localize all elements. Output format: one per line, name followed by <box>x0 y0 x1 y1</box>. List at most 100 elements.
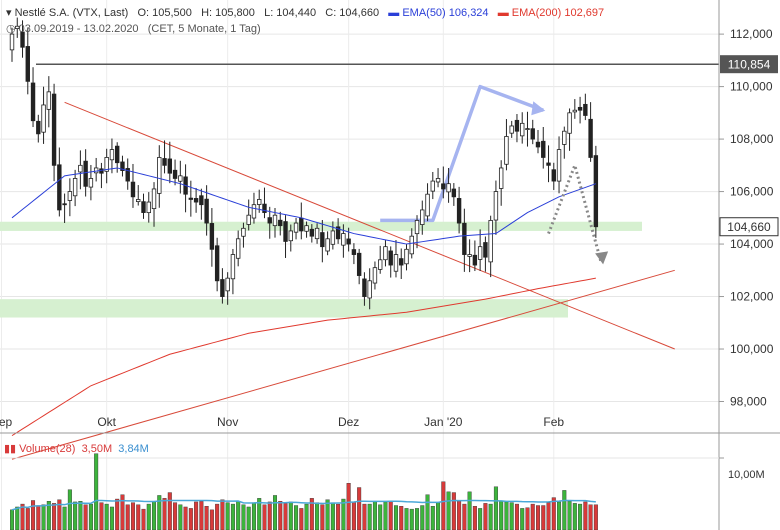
x-tick-label: Feb <box>543 415 564 429</box>
volume-bar <box>125 504 130 530</box>
candle-body <box>172 169 178 179</box>
candle-body <box>83 160 88 187</box>
candle-body <box>335 226 341 240</box>
y-tick-label: 102,000 <box>730 290 774 304</box>
candle-body <box>251 204 257 219</box>
y-tick-label: 112,000 <box>730 27 773 41</box>
volume-bar <box>152 501 157 530</box>
candle-body <box>25 46 30 82</box>
volume-bar <box>67 489 72 530</box>
volume-bar <box>593 504 598 530</box>
ema200-legend-swatch: ▬ <box>497 7 509 19</box>
candle-body <box>246 214 251 225</box>
candle-body <box>330 230 336 245</box>
candle-body <box>15 25 20 29</box>
volume-bar <box>204 506 209 530</box>
candle-body <box>309 228 315 237</box>
volume-bar <box>294 505 299 530</box>
high-value: H: 105,800 <box>201 7 255 19</box>
volume-bar <box>514 503 519 530</box>
candle-body <box>404 248 409 265</box>
volume-value-1: 3,50M <box>81 443 113 455</box>
volume-axis-tick: 10,00M <box>728 469 765 481</box>
volume-bar <box>488 503 493 530</box>
volume-bar <box>504 501 509 530</box>
candle-body <box>351 249 357 255</box>
candle-body <box>104 157 109 172</box>
volume-bar <box>388 501 393 530</box>
collapse-icon[interactable]: ▾ <box>6 7 12 19</box>
volume-bar <box>588 504 593 530</box>
candle-body <box>430 180 435 192</box>
candle-body <box>477 246 483 260</box>
candle-body <box>78 164 83 173</box>
candle-body <box>362 278 367 297</box>
candle-body <box>383 246 388 261</box>
candle-body <box>493 191 499 221</box>
volume-bar <box>462 503 467 530</box>
candle-body <box>346 238 351 245</box>
candle-body <box>136 199 141 202</box>
instrument-title: Nestlé S.A. (VTX, Last) <box>14 7 129 19</box>
candle-body <box>435 178 441 183</box>
volume-bar <box>9 509 14 530</box>
support-zone-lower <box>0 299 568 318</box>
volume-bar <box>267 501 272 530</box>
candle-body <box>209 223 215 250</box>
volume-bar <box>330 502 335 530</box>
volume-bar <box>57 499 62 530</box>
volume-bar <box>562 490 567 530</box>
candle-body <box>467 254 472 257</box>
volume-bar <box>15 506 20 530</box>
candle-body <box>530 128 535 140</box>
candle-body <box>193 198 199 203</box>
volume-bar <box>478 508 483 530</box>
candle-body <box>399 258 404 266</box>
candle-body <box>451 188 457 198</box>
candle-body <box>583 103 588 116</box>
volume-bar <box>525 507 530 530</box>
volume-bar <box>278 501 283 530</box>
moving-averages <box>11 167 597 437</box>
volume-bar <box>336 503 341 530</box>
candle-body <box>288 230 293 242</box>
candle-body <box>214 245 220 282</box>
volume-bar <box>572 503 577 530</box>
candle-body <box>572 109 578 113</box>
volume-bar <box>251 502 256 530</box>
y-tick-label: 104,000 <box>730 237 774 251</box>
volume-bar <box>173 502 178 530</box>
volume-bar <box>99 502 104 530</box>
annotations <box>547 160 609 265</box>
candle-body <box>541 140 546 158</box>
volume-bar <box>262 504 267 530</box>
close-value: C: 104,660 <box>325 7 380 19</box>
last-price-tag <box>719 217 779 237</box>
candle-body <box>241 227 246 237</box>
candle-body <box>115 145 120 164</box>
candle-body <box>567 112 572 134</box>
volume-bar <box>257 498 262 530</box>
volume-label: Volume(28) <box>19 443 76 455</box>
volume-bar <box>378 504 383 530</box>
volume-bar <box>404 508 409 530</box>
volume-bar <box>78 501 83 530</box>
candle-body <box>220 279 225 297</box>
candlestick-series <box>9 17 599 310</box>
volume-bar <box>188 508 193 530</box>
price-panel-bg <box>0 0 719 433</box>
volume-bar <box>194 501 199 530</box>
resistance-price-tag <box>720 55 778 74</box>
candle-body <box>314 227 320 240</box>
volume-bar <box>551 497 556 530</box>
volume-bar <box>157 495 162 530</box>
volume-bar <box>225 502 230 530</box>
volume-bars-icon: ▮▮ <box>4 443 17 455</box>
volume-bar <box>304 503 309 530</box>
candle-body <box>225 277 230 292</box>
candle-body <box>72 178 78 197</box>
candle-body <box>525 128 530 130</box>
candle-body <box>562 130 567 145</box>
candle-body <box>341 233 346 246</box>
low-value: L: 104,440 <box>264 7 317 19</box>
